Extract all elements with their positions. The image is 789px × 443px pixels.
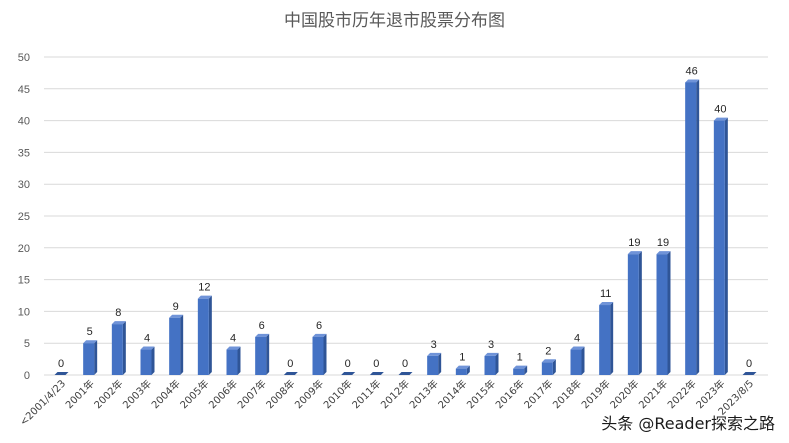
y-tick-label: 20 bbox=[18, 243, 30, 255]
y-tick-label: 35 bbox=[18, 147, 30, 159]
x-tick-label: 2010年 bbox=[321, 377, 355, 411]
bar bbox=[255, 333, 270, 375]
bars bbox=[54, 79, 757, 375]
y-tick-label: 10 bbox=[18, 306, 30, 318]
bar bbox=[54, 372, 69, 375]
y-tick-label: 0 bbox=[24, 370, 30, 382]
data-label: 9 bbox=[173, 301, 179, 313]
data-label: 0 bbox=[746, 358, 752, 370]
x-tick-label: 2004年 bbox=[149, 377, 183, 411]
x-tick-label: 2005年 bbox=[177, 377, 211, 411]
bar bbox=[541, 359, 556, 375]
data-label: 8 bbox=[115, 307, 121, 319]
x-tick-label: <2001/4/23 bbox=[18, 378, 68, 428]
data-label: 3 bbox=[431, 339, 437, 351]
x-tick-label: 2021年 bbox=[636, 377, 670, 411]
bar bbox=[599, 302, 614, 375]
bar bbox=[169, 314, 184, 375]
bar bbox=[226, 346, 241, 375]
bar bbox=[513, 365, 528, 375]
y-tick-label: 45 bbox=[18, 84, 30, 96]
x-tick-label: 2006年 bbox=[206, 377, 240, 411]
bar bbox=[427, 352, 442, 375]
x-tick-label: 2015年 bbox=[464, 377, 498, 411]
x-tick-label: 2019年 bbox=[579, 377, 613, 411]
x-tick-label: 2016年 bbox=[493, 377, 527, 411]
data-label: 4 bbox=[230, 333, 236, 345]
x-tick-label: 2001年 bbox=[63, 377, 97, 411]
x-tick-label: 2018年 bbox=[550, 377, 584, 411]
bar bbox=[398, 372, 413, 375]
bar bbox=[140, 346, 155, 375]
y-axis-ticks: 0 5 10 15 20 25 30 35 40 45 50 bbox=[18, 52, 30, 382]
x-tick-label: 2020年 bbox=[607, 377, 641, 411]
data-label: 6 bbox=[259, 320, 265, 332]
bar bbox=[83, 340, 98, 375]
x-tick-label: 2003年 bbox=[120, 377, 154, 411]
x-tick-label: 2009年 bbox=[292, 377, 326, 411]
data-label: 0 bbox=[345, 358, 351, 370]
y-tick-label: 30 bbox=[18, 179, 30, 191]
bar bbox=[369, 372, 384, 375]
bar bbox=[312, 333, 327, 375]
y-tick-label: 50 bbox=[18, 52, 30, 64]
data-label: 4 bbox=[144, 333, 150, 345]
watermark: 头条 @Reader探索之路 bbox=[601, 414, 775, 433]
x-tick-label: 2017年 bbox=[521, 377, 555, 411]
y-tick-label: 5 bbox=[24, 338, 30, 350]
data-label: 0 bbox=[58, 358, 64, 370]
x-tick-label: 2011年 bbox=[349, 377, 383, 411]
data-label: 0 bbox=[402, 358, 408, 370]
bar bbox=[283, 372, 298, 375]
bar bbox=[197, 295, 212, 375]
y-tick-label: 25 bbox=[18, 211, 30, 223]
bar bbox=[484, 352, 499, 375]
data-label: 2 bbox=[545, 345, 551, 357]
y-tick-label: 15 bbox=[18, 275, 30, 287]
data-label: 46 bbox=[686, 65, 698, 77]
x-tick-label: 2007年 bbox=[235, 377, 269, 411]
bar bbox=[685, 79, 700, 375]
x-tick-label: 2022年 bbox=[665, 377, 699, 411]
bar bbox=[713, 117, 728, 375]
data-label: 40 bbox=[714, 104, 726, 116]
x-tick-label: 2012年 bbox=[378, 377, 412, 411]
bar bbox=[656, 251, 671, 375]
data-label: 4 bbox=[574, 333, 580, 345]
data-label: 3 bbox=[488, 339, 494, 351]
bar bbox=[570, 346, 585, 375]
bar bbox=[111, 321, 126, 375]
chart-title: 中国股市历年退市股票分布图 bbox=[284, 11, 505, 31]
data-label: 12 bbox=[198, 282, 210, 294]
y-tick-label: 40 bbox=[18, 116, 30, 128]
data-label: 11 bbox=[600, 288, 611, 300]
data-label: 0 bbox=[287, 358, 293, 370]
data-label: 1 bbox=[517, 352, 523, 364]
x-tick-label: 2002年 bbox=[91, 377, 125, 411]
x-tick-label: 2014年 bbox=[435, 377, 469, 411]
data-label: 6 bbox=[316, 320, 322, 332]
data-label: 1 bbox=[459, 352, 465, 364]
data-label: 19 bbox=[657, 237, 669, 249]
x-tick-label: 2013年 bbox=[407, 377, 441, 411]
bar bbox=[455, 365, 470, 375]
bar bbox=[627, 251, 642, 375]
bar bbox=[742, 372, 757, 375]
data-label: 5 bbox=[87, 326, 93, 338]
data-label: 19 bbox=[628, 237, 640, 249]
bar bbox=[341, 372, 356, 375]
data-label: 0 bbox=[373, 358, 379, 370]
x-tick-label: 2008年 bbox=[263, 377, 297, 411]
